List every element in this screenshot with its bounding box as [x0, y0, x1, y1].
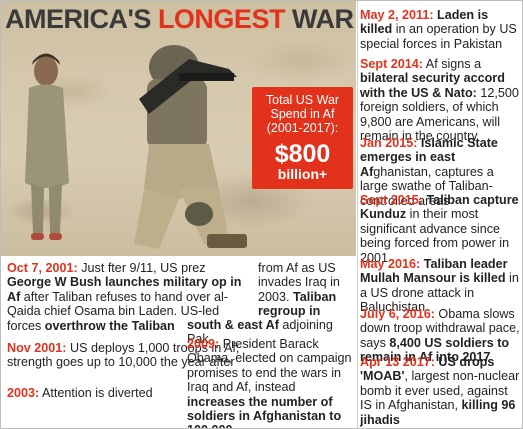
entry-date: Sept 2015: — [360, 193, 423, 207]
column-divider — [357, 1, 358, 428]
spend-value: $800 — [274, 140, 331, 168]
entry-date: 2009: — [187, 337, 220, 351]
entry-text-bold: bilateral security accord with the US & … — [360, 71, 505, 100]
entry-text: in a US drone attack in Baluchistan — [360, 271, 519, 315]
wide-line-rest: adjoining Pak — [187, 318, 333, 347]
entry-text: President Barack Obama, elected on campa… — [187, 337, 352, 395]
entry-text-bold: US drops 'MOAB' — [360, 355, 495, 384]
spend-label: Total US War Spend in Af (2001-2017): — [265, 93, 340, 135]
spend-unit: billion+ — [277, 166, 328, 182]
entry-text: ghanistan, captures a large swathe of Ta… — [360, 164, 494, 208]
entry-text: 12,500 foreign soldiers, of which 9,800 … — [360, 85, 519, 144]
entry-text-bold: increases the number of soldiers in Afgh… — [187, 394, 342, 428]
page-title: AMERICA'S LONGEST WAR — [5, 4, 354, 35]
entry-oct-2001: Oct 7, 2001: Just fter 9/11, US prez Geo… — [7, 261, 253, 333]
entry-sept-2014: Sept 2014: Af signs a bilateral security… — [360, 57, 522, 143]
wide-line-bold: south & east Af — [187, 318, 279, 332]
entry-text: in an operation by US special forces in … — [360, 22, 517, 51]
entry-may-2011: May 2, 2011: Laden is killed in an opera… — [360, 8, 522, 51]
entry-text-bold: overthrow the Taliban — [44, 318, 175, 333]
entry-nov-2001: Nov 2001: US deploys 1,000 troops in Af;… — [7, 341, 253, 370]
entry-2003-continued: from Af as US invades Iraq in 2003. Tali… — [258, 261, 356, 319]
entry-text: , largest non-nuclear bomb it ever used,… — [360, 369, 520, 413]
entry-text: Attention is diverted — [39, 386, 153, 400]
entry-2003: 2003: Attention is diverted — [7, 386, 253, 400]
title-part-2: LONGEST — [157, 4, 286, 34]
entry-text: Obama slows down troop withdrawal pace, … — [360, 307, 520, 350]
entry-text-bold: Taliban regroup in — [258, 289, 337, 319]
entry-date: Jan 2015: — [360, 136, 418, 150]
entry-date: Nov 2001: — [7, 341, 67, 355]
entry-may-2016: May 2016: Taliban leader Mullah Mansour … — [360, 257, 522, 315]
entry-date: Apr 13 2017: — [360, 355, 435, 369]
entry-text: from Af as US invades Iraq in 2003. — [258, 261, 340, 304]
entry-text-bold: 8,400 US soldiers to remain in Af into 2… — [360, 335, 510, 365]
entry-date: May 2, 2011: — [360, 8, 434, 22]
entry-july-2016: July 6, 2016: Obama slows down troop wit… — [360, 307, 522, 365]
entry-text: US deploys 1,000 troops in Af; strength … — [7, 341, 240, 370]
entry-2003-wide-line: south & east Af adjoining Pak — [187, 318, 357, 347]
title-part-1: AMERICA'S — [5, 4, 158, 34]
entry-text: after Taliban refuses to hand over al-Qa… — [7, 289, 228, 333]
soldier-figure-image — [134, 45, 247, 249]
spend-callout: Total US War Spend in Af (2001-2017): $8… — [252, 87, 353, 189]
entry-text-bold: killing 96 jihadis — [360, 398, 516, 427]
entry-text-bold: Laden is killed — [360, 8, 489, 37]
title-part-3: WAR — [284, 4, 354, 34]
entry-text-bold: George W Bush launches military op in Af — [7, 275, 242, 304]
photo-panel: AMERICA'S LONGEST WAR Total US War Spend… — [1, 1, 356, 256]
entry-jan-2015: Jan 2015: Islamic State emerges in east … — [360, 136, 522, 208]
entry-2009: 2009: President Barack Obama, elected on… — [187, 337, 357, 428]
entry-date: Sept 2014: — [360, 57, 423, 71]
entry-text: Just fter 9/11, US prez — [77, 261, 206, 275]
entry-date: July 6, 2016: — [360, 307, 435, 321]
entry-sept-2015: Sept 2015: Taliban capture Kunduz in the… — [360, 193, 522, 265]
entry-text: in their most significant advance since … — [360, 207, 510, 265]
entry-apr-2017: Apr 13 2017: US drops 'MOAB', largest no… — [360, 355, 522, 427]
entry-text-bold: Islamic State emerges in east Af — [360, 136, 498, 179]
entry-date: Oct 7, 2001: — [7, 261, 78, 275]
entry-text: Af signs a — [423, 57, 482, 71]
entry-text-bold: Taliban capture Kunduz — [360, 193, 519, 222]
entry-date: 2003: — [7, 386, 40, 400]
child-figure-image — [25, 53, 69, 240]
entry-text-bold: Taliban leader Mullah Mansour is killed — [360, 257, 508, 286]
entry-date: May 2016: — [360, 257, 421, 271]
